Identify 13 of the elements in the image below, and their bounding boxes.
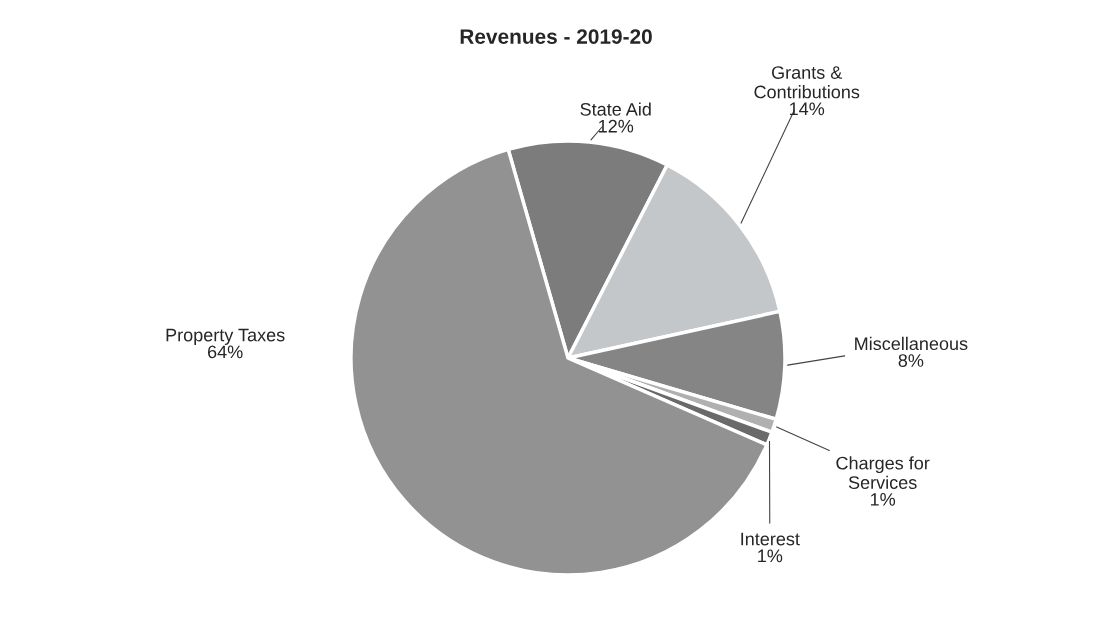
data-label: 14% [790, 102, 825, 116]
data-label: 64% [207, 345, 243, 359]
data-label: 1% [870, 493, 896, 506]
slice-label: Property Taxes [166, 328, 285, 345]
slice-label: Interest [741, 532, 800, 546]
slice-label: Miscellaneous [855, 336, 968, 351]
slice-label: Charges for Services [836, 456, 930, 489]
chart-title: Revenues - 2019-20 [460, 29, 652, 44]
data-label: 1% [758, 549, 783, 563]
data-label: 8% [898, 354, 924, 367]
slice-label: Grants & Contributions [754, 66, 860, 99]
data-label: 12% [599, 119, 634, 133]
slice-label: State Aid [580, 102, 651, 116]
